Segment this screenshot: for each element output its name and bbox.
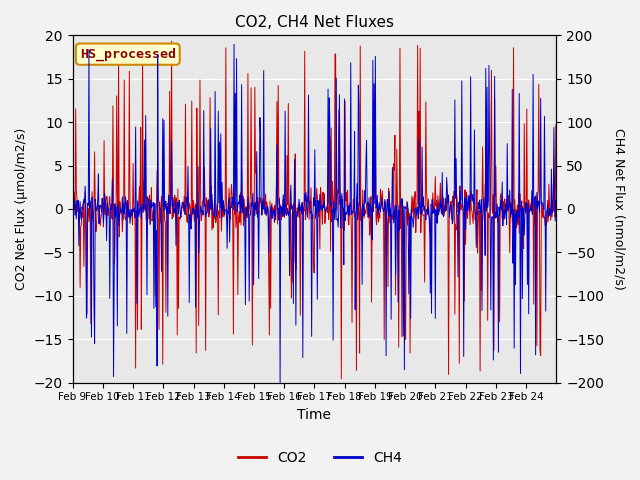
Y-axis label: CH4 Net Flux (nmol/m2/s): CH4 Net Flux (nmol/m2/s) [612,128,625,290]
X-axis label: Time: Time [298,408,332,422]
Title: CO2, CH4 Net Fluxes: CO2, CH4 Net Fluxes [235,15,394,30]
Legend: CO2, CH4: CO2, CH4 [232,445,408,471]
Text: HS_processed: HS_processed [80,48,176,61]
Y-axis label: CO2 Net Flux (μmol/m2/s): CO2 Net Flux (μmol/m2/s) [15,128,28,290]
